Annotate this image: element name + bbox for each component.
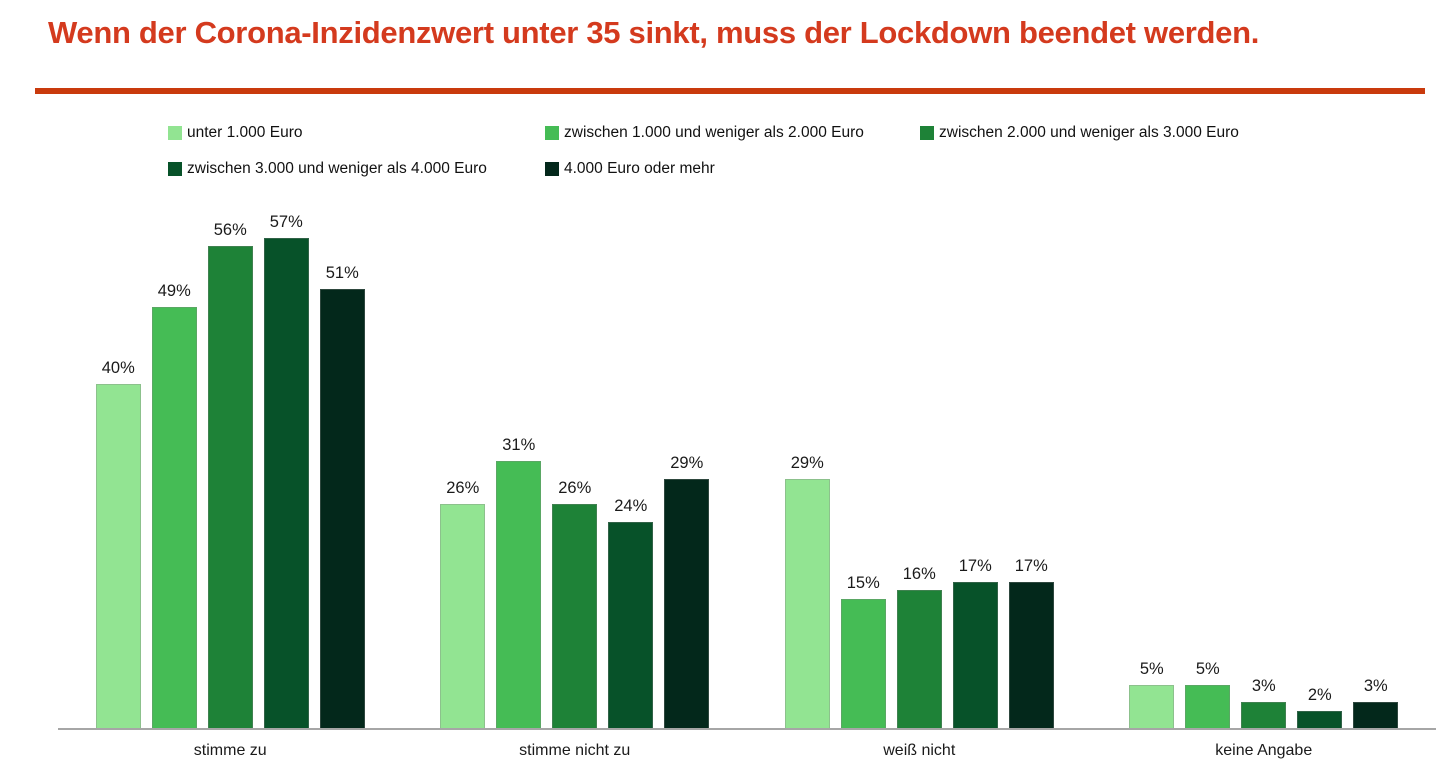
bar-value-label: 2%: [1307, 685, 1332, 704]
bar-value-label: 24%: [614, 496, 648, 515]
bar-value-label: 17%: [958, 556, 992, 575]
bar-value-label: 16%: [902, 565, 936, 584]
legend-item: zwischen 1.000 und weniger als 2.000 Eur…: [545, 124, 920, 142]
bar: 17%: [952, 557, 998, 728]
bar: 31%: [496, 436, 542, 728]
bar: 2%: [1297, 686, 1343, 728]
chart-legend: unter 1.000 Euro zwischen 1.000 und wenig…: [168, 120, 1239, 192]
x-axis-line: [58, 728, 1436, 730]
category-label: weiß nicht: [883, 742, 956, 759]
bar-value-label: 26%: [558, 479, 592, 498]
bar: 29%: [784, 454, 830, 728]
bar-group: 26% 31% 26% 24% 29%: [403, 208, 748, 728]
bar-value-label: 5%: [1195, 660, 1220, 678]
bar-value-label: 17%: [1014, 556, 1048, 575]
bar: 40%: [95, 359, 141, 728]
category-label: keine Angabe: [1215, 742, 1313, 759]
bar-value-label: 3%: [1363, 677, 1388, 696]
legend-label: zwischen 2.000 und weniger als 3.000 Eur…: [939, 124, 1239, 141]
bar: 51%: [319, 264, 365, 728]
bar-group: 29% 15% 16% 17% 17%: [747, 208, 1092, 728]
plot-area: 40% 49% 56% 57% 51% 26% 31% 26% 24% 29% 29% 15% 16% 1…: [58, 208, 1436, 728]
legend-item: zwischen 3.000 und weniger als 4.000 Eur…: [168, 160, 545, 178]
bar-value-label: 56%: [213, 221, 247, 240]
bar-value-label: 49%: [157, 281, 191, 300]
category-label: stimme nicht zu: [519, 742, 631, 759]
chart-title: Wenn der Corona-Inzidenzwert unter 35 si…: [48, 15, 1260, 50]
legend-label: zwischen 3.000 und weniger als 4.000 Eur…: [187, 160, 487, 177]
legend-swatch-icon: [168, 162, 182, 176]
bar: 5%: [1129, 660, 1175, 728]
bar-value-label: 5%: [1139, 660, 1164, 678]
legend-label: 4.000 Euro oder mehr: [564, 160, 715, 177]
bar: 5%: [1185, 660, 1231, 728]
bar: 56%: [207, 221, 253, 728]
bar-value-label: 51%: [325, 264, 359, 283]
category-axis-labels: stimme zu stimme nicht zu weiß nicht keine …: [58, 742, 1436, 760]
bar: 24%: [608, 497, 654, 728]
bar-chart: 40% 49% 56% 57% 51% 26% 31% 26% 24% 29% 29% 15% 16% 1…: [58, 208, 1436, 760]
bar-value-label: 29%: [670, 453, 704, 472]
legend-item: unter 1.000 Euro: [168, 124, 545, 142]
bar: 17%: [1008, 557, 1054, 728]
bar: 26%: [552, 479, 598, 728]
legend-label: zwischen 1.000 und weniger als 2.000 Eur…: [564, 124, 864, 141]
legend-swatch-icon: [168, 126, 182, 140]
bar: 57%: [263, 213, 309, 728]
bar: 15%: [840, 574, 886, 728]
bar: 16%: [896, 565, 942, 728]
bar-value-label: 3%: [1251, 677, 1276, 696]
legend-swatch-icon: [545, 126, 559, 140]
bar: 3%: [1241, 677, 1287, 728]
bar-value-label: 31%: [502, 436, 536, 455]
bar-value-label: 26%: [446, 479, 480, 498]
bar-value-label: 29%: [790, 453, 824, 472]
legend-item: 4.000 Euro oder mehr: [545, 160, 920, 178]
legend-row: zwischen 3.000 und weniger als 4.000 Eur…: [168, 156, 1239, 182]
title-divider-rule: [35, 88, 1425, 94]
legend-row: unter 1.000 Euro zwischen 1.000 und wenig…: [168, 120, 1239, 146]
legend-swatch-icon: [920, 126, 934, 140]
legend-item: zwischen 2.000 und weniger als 3.000 Eur…: [920, 124, 1239, 142]
legend-swatch-icon: [545, 162, 559, 176]
bar-value-label: 15%: [846, 574, 880, 592]
bar: 26%: [440, 479, 486, 728]
category-label: stimme zu: [193, 742, 267, 759]
bar: 49%: [151, 282, 197, 728]
bar-group: 5% 5% 3% 2% 3%: [1092, 208, 1437, 728]
bar-value-label: 40%: [101, 359, 135, 377]
bar-value-label: 57%: [269, 212, 303, 231]
bar: 3%: [1353, 677, 1399, 728]
bar: 29%: [664, 454, 710, 728]
bar-group: 40% 49% 56% 57% 51%: [58, 208, 403, 728]
legend-label: unter 1.000 Euro: [187, 124, 303, 141]
